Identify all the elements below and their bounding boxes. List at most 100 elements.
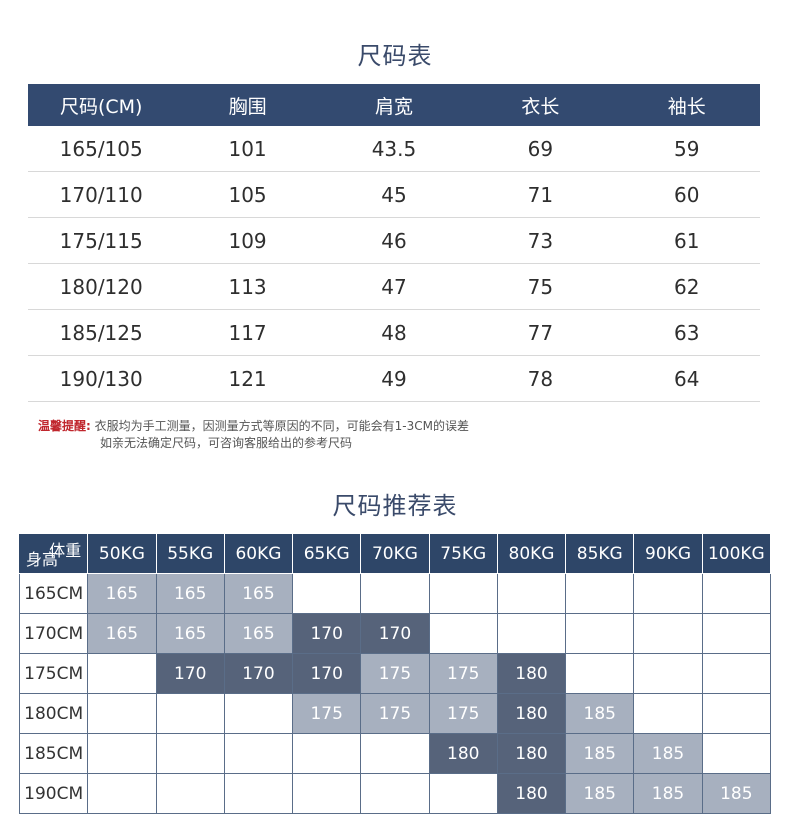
recommend-cell <box>496 613 567 654</box>
size-cell: 113 <box>174 263 321 310</box>
size-header-shoulder: 肩宽 <box>320 84 468 126</box>
size-cell: 43.5 <box>320 126 468 172</box>
weight-header: 60KG <box>223 533 294 574</box>
size-cell: 77 <box>467 309 614 356</box>
recommend-cell <box>633 693 703 734</box>
size-cell: 121 <box>174 355 321 402</box>
recommend-cell: 175 <box>292 693 362 734</box>
size-row: 185/125 117 48 77 63 <box>28 309 760 356</box>
weight-header: 65KG <box>292 533 362 574</box>
recommend-cell: 180 <box>496 733 567 774</box>
recommend-cell <box>701 733 772 774</box>
note-text-2: 如亲无法确定尺码，可咨询客服给出的参考尺码 <box>100 436 353 450</box>
size-row: 170/110 105 45 71 60 <box>28 171 760 218</box>
weight-header: 75KG <box>428 533 498 574</box>
recommend-cell: 170 <box>292 613 362 654</box>
recommend-cell <box>633 573 703 614</box>
recommend-cell <box>701 573 772 614</box>
size-header-chest: 胸围 <box>174 84 321 126</box>
weight-header: 80KG <box>496 533 567 574</box>
size-cell: 64 <box>613 355 760 402</box>
recommend-cell <box>701 653 772 694</box>
recommend-cell <box>292 773 362 814</box>
size-cell: 165/105 <box>28 126 175 172</box>
size-cell: 105 <box>174 171 321 218</box>
corner-weight-label: 体重 <box>49 541 82 560</box>
recommend-row: 180CM 175 175 175 180 185 <box>18 693 772 734</box>
size-row: 165/105 101 43.5 69 59 <box>28 126 760 172</box>
recommend-cell: 165 <box>223 613 294 654</box>
recommend-cell <box>223 773 294 814</box>
recommend-cell <box>87 733 157 774</box>
recommend-cell: 165 <box>223 573 294 614</box>
recommend-cell <box>87 773 157 814</box>
recommend-row: 190CM 180 185 185 185 <box>18 773 772 814</box>
recommend-cell <box>292 573 362 614</box>
recommend-cell: 185 <box>633 733 703 774</box>
recommend-cell <box>155 773 225 814</box>
size-cell: 109 <box>174 217 321 264</box>
recommend-cell: 175 <box>360 693 430 734</box>
recommend-cell: 185 <box>633 773 703 814</box>
size-cell: 75 <box>467 263 614 310</box>
recommend-cell: 180 <box>428 733 498 774</box>
size-cell: 63 <box>613 309 760 356</box>
size-cell: 69 <box>467 126 614 172</box>
weight-header: 55KG <box>155 533 225 574</box>
recommend-row: 170CM 165 165 165 170 170 <box>18 613 772 654</box>
recommend-chart-body: 165CM 165 165 165 170CM 165 165 165 170 170 175CM 1… <box>18 573 772 814</box>
recommend-cell: 180 <box>496 653 567 694</box>
recommend-cell <box>360 733 430 774</box>
recommend-cell <box>565 613 635 654</box>
size-row: 175/115 109 46 73 61 <box>28 217 760 264</box>
size-cell: 78 <box>467 355 614 402</box>
size-cell: 60 <box>613 171 760 218</box>
recommend-cell: 185 <box>565 773 635 814</box>
size-chart-table: 尺码(CM) 胸围 肩宽 衣长 袖长 165/105 101 43.5 69 59 170… <box>28 84 760 402</box>
size-row: 180/120 113 47 75 62 <box>28 263 760 310</box>
note-line-1: 温馨提醒: 衣服均为手工测量，因测量方式等原因的不同，可能会有1-3CM的误差 <box>38 418 469 435</box>
recommend-cell: 170 <box>292 653 362 694</box>
recommend-cell <box>87 693 157 734</box>
recommend-cell <box>155 733 225 774</box>
recommend-cell <box>701 693 772 734</box>
recommend-cell: 165 <box>155 573 225 614</box>
recommend-cell <box>292 733 362 774</box>
recommend-cell: 180 <box>496 693 567 734</box>
recommend-cell: 165 <box>155 613 225 654</box>
size-cell: 62 <box>613 263 760 310</box>
size-cell: 170/110 <box>28 171 175 218</box>
size-cell: 47 <box>320 263 468 310</box>
recommend-cell <box>360 773 430 814</box>
recommend-cell: 175 <box>428 653 498 694</box>
recommend-row: 165CM 165 165 165 <box>18 573 772 614</box>
recommend-cell: 175 <box>360 653 430 694</box>
recommend-chart-title: 尺码推荐表 <box>332 492 458 520</box>
size-cell: 101 <box>174 126 321 172</box>
recommend-cell <box>633 613 703 654</box>
size-chart-title: 尺码表 <box>357 42 433 70</box>
weight-header: 100KG <box>701 533 772 574</box>
size-cell: 180/120 <box>28 263 175 310</box>
weight-header: 50KG <box>87 533 157 574</box>
recommend-cell: 170 <box>155 653 225 694</box>
size-cell: 117 <box>174 309 321 356</box>
recommend-cell: 175 <box>428 693 498 734</box>
size-cell: 71 <box>467 171 614 218</box>
size-cell: 190/130 <box>28 355 175 402</box>
recommend-cell <box>565 573 635 614</box>
recommend-row: 185CM 180 180 185 185 <box>18 733 772 774</box>
recommend-cell: 170 <box>360 613 430 654</box>
size-cell: 45 <box>320 171 468 218</box>
height-label: 175CM <box>18 653 89 694</box>
recommend-cell: 185 <box>565 733 635 774</box>
recommend-cell: 170 <box>223 653 294 694</box>
weight-header: 70KG <box>360 533 430 574</box>
size-header-length: 衣长 <box>467 84 614 126</box>
recommend-cell <box>428 573 498 614</box>
height-label: 170CM <box>18 613 89 654</box>
recommend-cell <box>428 613 498 654</box>
recommend-cell <box>633 653 703 694</box>
size-cell: 185/125 <box>28 309 175 356</box>
recommend-cell <box>701 613 772 654</box>
